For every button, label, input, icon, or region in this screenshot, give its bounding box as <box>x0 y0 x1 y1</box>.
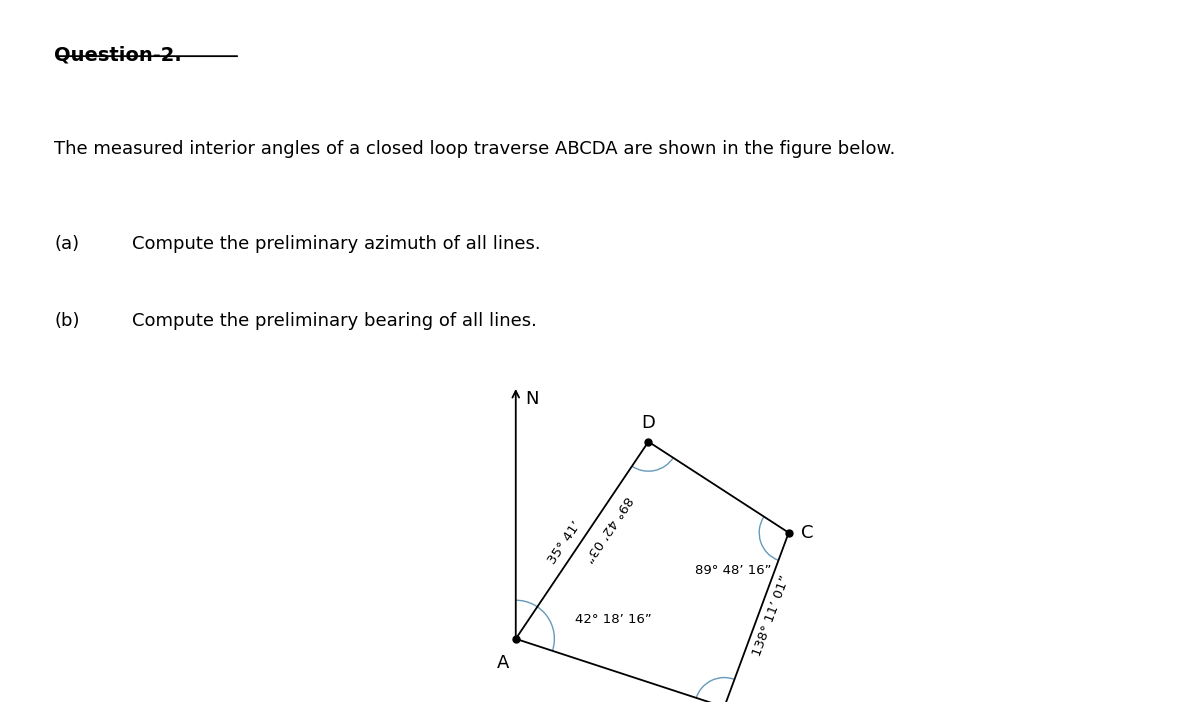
Text: N: N <box>524 390 539 408</box>
Text: The measured interior angles of a closed loop traverse ABCDA are shown in the fi: The measured interior angles of a closed… <box>54 140 895 159</box>
Text: Compute the preliminary azimuth of all lines.: Compute the preliminary azimuth of all l… <box>132 235 541 253</box>
Text: (b): (b) <box>54 312 79 331</box>
Text: 42° 18’ 16”: 42° 18’ 16” <box>576 613 652 626</box>
Text: 35° 41’: 35° 41’ <box>546 519 584 567</box>
Text: Compute the preliminary bearing of all lines.: Compute the preliminary bearing of all l… <box>132 312 536 331</box>
Text: (a): (a) <box>54 235 79 253</box>
Text: C: C <box>802 524 814 542</box>
Text: Question-2.: Question-2. <box>54 46 181 65</box>
Text: 89° 42’ 03”: 89° 42’ 03” <box>581 493 634 564</box>
Text: D: D <box>642 413 655 432</box>
Text: A: A <box>497 654 510 672</box>
Text: 138° 11’ 01”: 138° 11’ 01” <box>751 574 792 658</box>
Text: 89° 48’ 16”: 89° 48’ 16” <box>695 564 772 577</box>
